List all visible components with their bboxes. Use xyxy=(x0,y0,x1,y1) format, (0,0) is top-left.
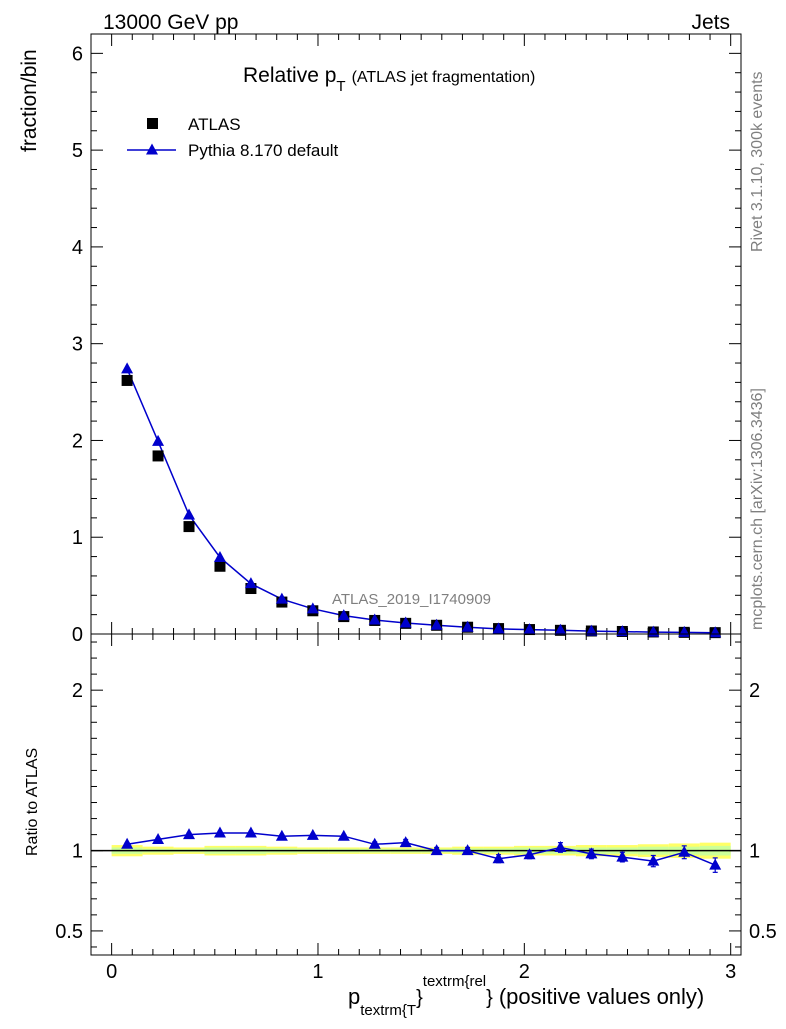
ratio-point xyxy=(244,826,257,838)
legend-mc-marker xyxy=(146,143,158,155)
mc-point xyxy=(523,623,536,635)
ratio-point xyxy=(523,848,536,860)
y-axis-label-top: fraction/bin xyxy=(18,49,41,152)
data-point xyxy=(152,450,164,462)
ratio-frame xyxy=(90,633,742,956)
ratio-point xyxy=(275,829,288,841)
x-axis-label-sup: textrm{rel xyxy=(423,973,486,990)
y-tick-label: 5 xyxy=(72,140,83,162)
mc-point xyxy=(585,624,598,636)
ratio-point xyxy=(152,832,165,844)
mcplots-label: mcplots.cern.ch [arXiv:1306.3436] xyxy=(749,388,766,630)
mc-point xyxy=(430,618,443,630)
ratio-y-tick-label: 2 xyxy=(72,680,83,702)
ratio-point xyxy=(213,826,226,838)
mc-point xyxy=(244,577,257,589)
analysis-id: ATLAS_2019_I1740909 xyxy=(332,591,491,608)
mc-point xyxy=(183,508,196,520)
plot-title-sub: T xyxy=(336,78,345,95)
plot-title: Relative pT (ATLAS jet fragmentation) xyxy=(243,64,535,95)
ratio-point xyxy=(337,829,350,841)
y-tick-label: 1 xyxy=(72,527,83,549)
x-tick-label: 1 xyxy=(312,961,323,983)
data-point xyxy=(183,521,195,533)
mc-point xyxy=(461,620,474,632)
x-axis-label-rest: (positive values only) xyxy=(499,984,704,1009)
legend-mc-label: Pythia 8.170 default xyxy=(188,141,339,160)
data-point xyxy=(121,374,133,386)
ratio-point xyxy=(554,840,567,852)
y-tick-label: 2 xyxy=(72,430,83,452)
ratio-y-tick-label-right: 1 xyxy=(749,841,760,863)
ratio-y-tick-label: 0.5 xyxy=(55,921,83,943)
mc-point xyxy=(616,625,629,637)
legend-data-marker xyxy=(147,118,158,129)
ratio-point xyxy=(709,858,722,870)
x-axis-label-p: p xyxy=(348,984,360,1009)
y-tick-label: 4 xyxy=(72,237,83,259)
ratio-line xyxy=(126,832,716,866)
x-axis-label-brace2: } xyxy=(486,987,493,1009)
plot-title-main: Relative p xyxy=(243,64,336,87)
ratio-y-tick-label: 1 xyxy=(72,841,83,863)
y-tick-label: 0 xyxy=(72,624,83,646)
mc-point xyxy=(152,434,165,446)
ratio-point xyxy=(647,854,660,866)
mc-point xyxy=(306,602,319,614)
x-axis-label-sub: textrm{T xyxy=(360,1002,416,1019)
mc-point xyxy=(337,609,350,621)
mc-point xyxy=(368,613,381,625)
data-point xyxy=(245,583,257,595)
mc-point xyxy=(121,362,134,374)
ratio-point xyxy=(616,850,629,862)
legend-data-label: ATLAS xyxy=(188,115,241,134)
ratio-y-tick-label-right: 2 xyxy=(749,680,760,702)
x-axis-label-brace1: } xyxy=(416,987,423,1009)
header-right: Jets xyxy=(691,11,730,34)
plot-title-suffix: (ATLAS jet fragmentation) xyxy=(352,69,536,86)
mc-point xyxy=(554,623,567,635)
ratio-point xyxy=(678,845,691,857)
y-axis-label-bottom: Ratio to ATLAS xyxy=(24,748,41,856)
mc-point xyxy=(213,551,226,563)
y-tick-label: 6 xyxy=(72,43,83,65)
ratio-point xyxy=(461,844,474,856)
main-panel: 0 1 2 3 4 5 6 xyxy=(72,33,742,646)
x-tick-label: 0 xyxy=(106,961,117,983)
ratio-point xyxy=(183,828,196,840)
rivet-label: Rivet 3.1.10, 300k events xyxy=(749,71,766,252)
x-tick-label: 2 xyxy=(519,961,530,983)
mc-point xyxy=(399,616,412,628)
mc-point xyxy=(275,592,288,604)
x-tick-label: 3 xyxy=(725,961,736,983)
ratio-point xyxy=(430,844,443,856)
ratio-point xyxy=(492,852,505,864)
y-tick-label: 3 xyxy=(72,334,83,356)
header-left: 13000 GeV pp xyxy=(103,11,238,34)
data-point xyxy=(214,560,226,572)
ratio-point xyxy=(121,837,134,849)
ratio-point xyxy=(585,847,598,859)
ratio-point xyxy=(399,836,412,848)
ratio-point xyxy=(306,828,319,840)
ratio-y-tick-label-right: 0.5 xyxy=(749,921,777,943)
ratio-point xyxy=(368,837,381,849)
ratio-panel: 0.5 0.5 1 1 2 2 0 1 2 3 xyxy=(55,633,777,983)
mc-point xyxy=(492,622,505,634)
x-axis-label: ptextrm{T}textrm{rel} (positive values on… xyxy=(348,973,704,1019)
